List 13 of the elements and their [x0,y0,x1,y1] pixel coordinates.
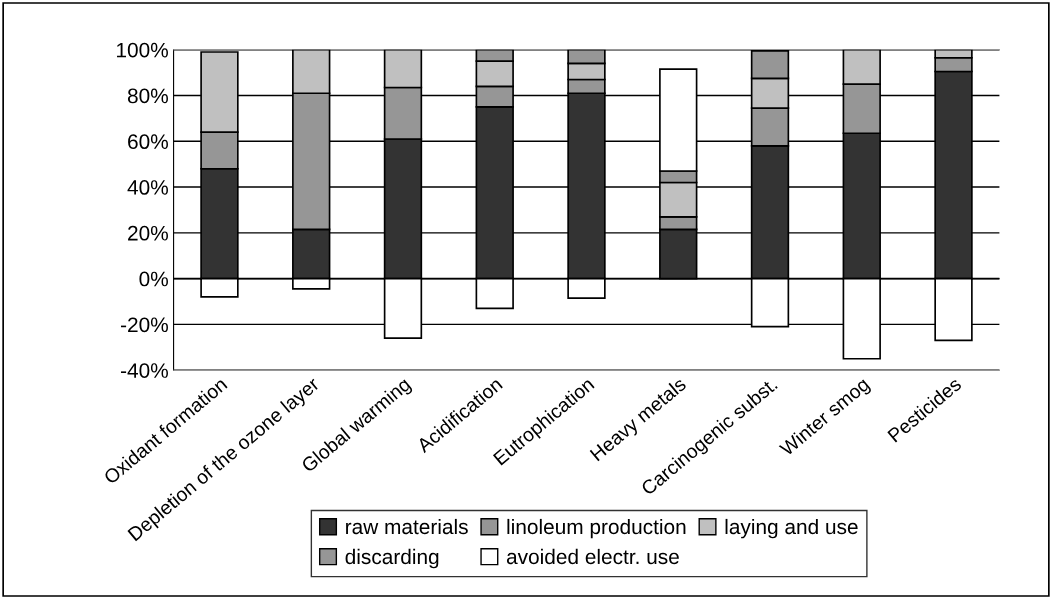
y-tick-label: -20% [121,317,168,333]
y-tick-label: 0% [139,271,168,287]
legend-label: linoleum production [507,518,686,539]
legend-label: raw materials [346,518,468,535]
y-tick-label: 40% [127,180,168,195]
legend-label: avoided electr. use [506,548,679,565]
y-tick-label: -40% [121,363,168,378]
y-tick-label: 100% [117,42,168,58]
y-tick-label: 80% [127,88,168,104]
legend-label: laying and use [725,518,858,539]
y-tick-label: 60% [128,134,168,150]
legend-label: discarding [345,548,439,569]
y-tick-label: 20% [128,225,168,241]
